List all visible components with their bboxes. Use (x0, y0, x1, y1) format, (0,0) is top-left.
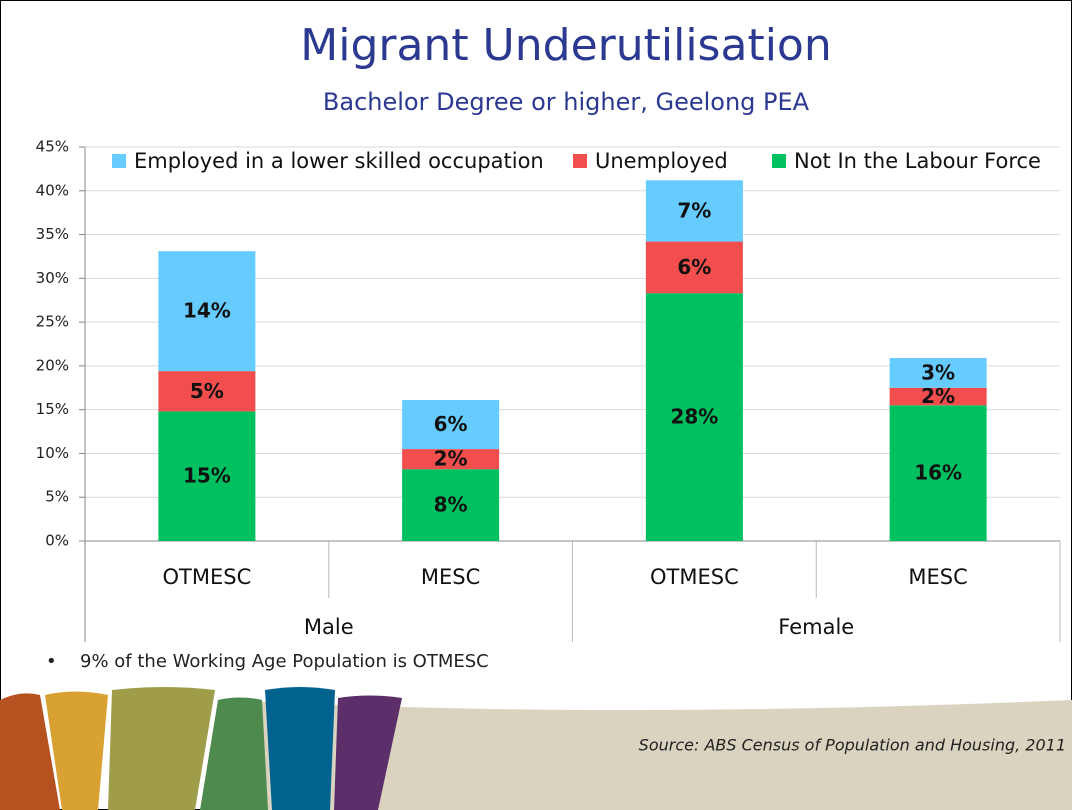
bar-segment (158, 251, 256, 372)
data-label: 15% (183, 464, 231, 488)
data-label: 2% (434, 447, 468, 471)
decor-shape (265, 687, 335, 810)
legend-label: Not In the Labour Force (794, 149, 1041, 173)
legend-swatch (573, 154, 587, 168)
legend-label: Unemployed (595, 149, 728, 173)
x-tick-label: OTMESC (163, 565, 252, 589)
data-label: 8% (434, 493, 468, 517)
bar-segment (889, 387, 987, 406)
bullet: • (46, 651, 57, 672)
x-tick-label: MESC (908, 565, 967, 589)
bar-segment (402, 400, 500, 450)
y-tick-label: 15% (36, 400, 69, 418)
y-tick-label: 0% (45, 532, 69, 550)
bar-segment (889, 405, 987, 541)
x-tick-label: MESC (421, 565, 480, 589)
data-label: 3% (921, 360, 955, 384)
bar-segment (645, 180, 743, 242)
y-tick-label: 30% (36, 269, 69, 287)
data-label: 6% (677, 255, 711, 279)
source: Source: ABS Census of Population and Hou… (639, 736, 1066, 755)
bar-segment (402, 449, 500, 470)
decor-shape (200, 697, 268, 810)
y-tick-label: 35% (36, 225, 69, 243)
y-tick-label: 5% (45, 488, 69, 506)
data-label: 14% (183, 299, 231, 323)
y-tick-label: 40% (36, 181, 69, 199)
decor-shape (45, 691, 108, 810)
data-label: 5% (190, 379, 224, 403)
data-label: 28% (670, 405, 718, 429)
decor-shape (0, 693, 60, 810)
note: 9% of the Working Age Population is OTME… (80, 651, 489, 672)
x-tick-label: OTMESC (650, 565, 739, 589)
y-tick-label: 20% (36, 356, 69, 374)
footer-band (200, 700, 1072, 810)
y-tick-label: 10% (36, 444, 69, 462)
decor-shape (334, 695, 402, 810)
bar-segment (402, 469, 500, 541)
legend-swatch (112, 154, 126, 168)
bar-segment (158, 371, 256, 412)
legend-swatch (772, 154, 786, 168)
bar-segment (645, 241, 743, 294)
decor-shape (108, 687, 215, 810)
bar-segment (889, 358, 987, 388)
y-tick-label: 25% (36, 313, 69, 331)
y-tick-label: 45% (36, 138, 69, 156)
chart-subtitle: Bachelor Degree or higher, Geelong PEA (323, 88, 810, 116)
data-label: 2% (921, 384, 955, 408)
data-label: 7% (677, 198, 711, 222)
data-label: 16% (914, 461, 962, 485)
data-label: 6% (434, 412, 468, 436)
chart-title: Migrant Underutilisation (300, 20, 831, 71)
group-label: Female (778, 615, 854, 639)
legend-label: Employed in a lower skilled occupation (134, 149, 544, 173)
footer-decoration (0, 687, 1072, 810)
bar-segment (158, 411, 256, 541)
bar-segment (645, 293, 743, 541)
group-label: Male (304, 615, 354, 639)
